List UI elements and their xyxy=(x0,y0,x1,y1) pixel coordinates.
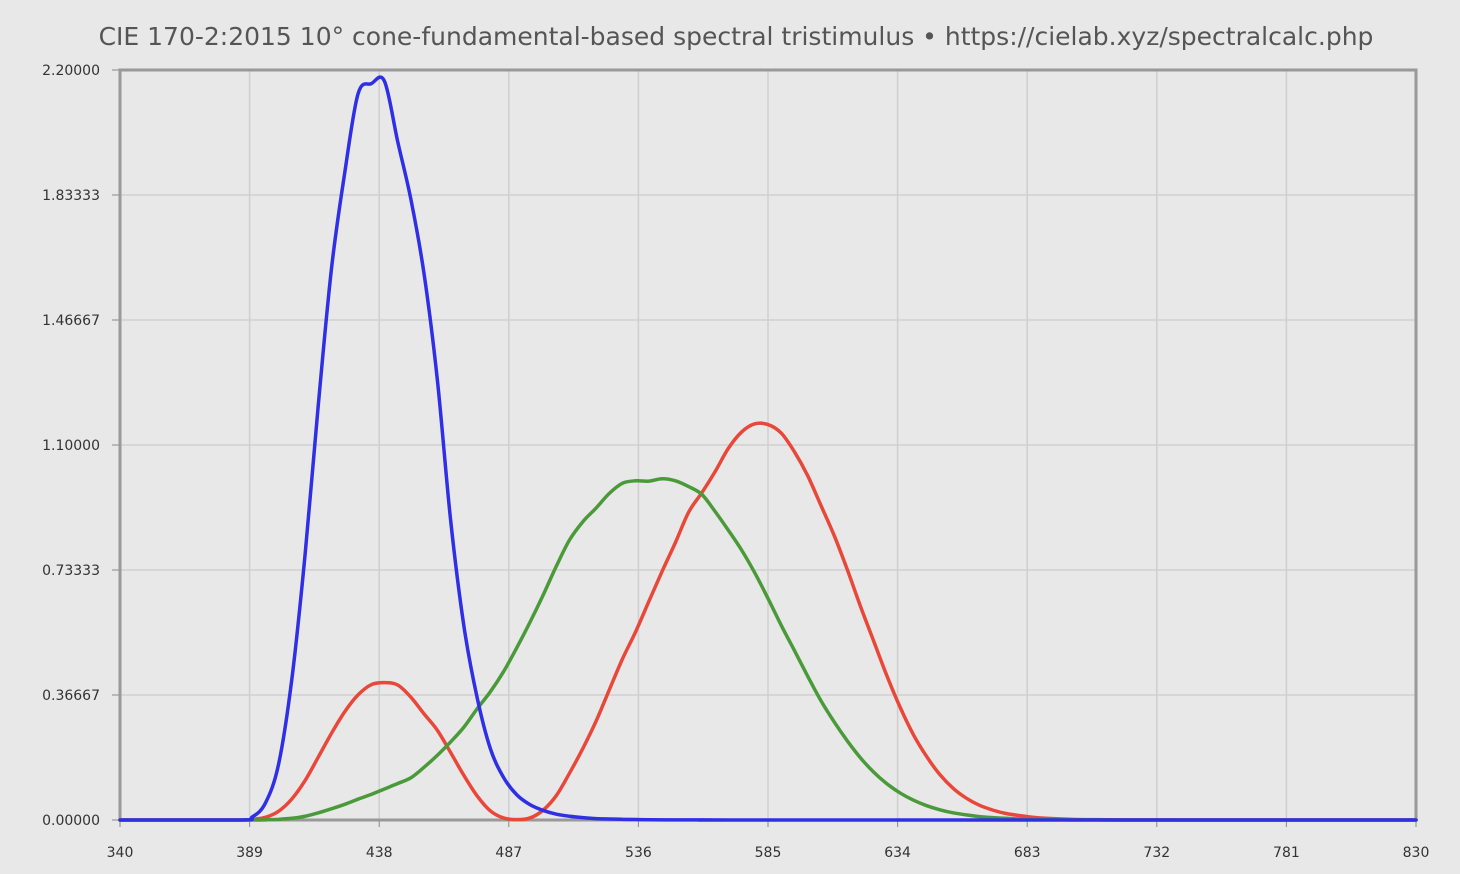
series-line-blue xyxy=(118,75,1418,822)
x-tick-label: 487 xyxy=(495,845,522,861)
y-tick-label: 1.10000 xyxy=(42,438,100,454)
series-line-red xyxy=(118,421,1418,822)
y-tick-label: 2.20000 xyxy=(42,63,100,79)
series-line-green xyxy=(118,476,1418,822)
chart-title: CIE 170-2:2015 10° cone-fundamental-base… xyxy=(98,22,1374,51)
y-tick-label: 0.73333 xyxy=(42,563,100,579)
x-tick-label: 585 xyxy=(755,845,782,861)
x-tick-label: 634 xyxy=(884,845,911,861)
x-tick-label: 781 xyxy=(1273,845,1300,861)
x-tick-label: 340 xyxy=(107,845,134,861)
y-tick-label: 0.00000 xyxy=(42,813,100,829)
y-tick-label: 1.46667 xyxy=(42,313,100,329)
x-tick-label: 683 xyxy=(1014,845,1041,861)
y-tick-label: 1.83333 xyxy=(42,188,100,204)
x-tick-label: 536 xyxy=(625,845,652,861)
y-tick-label: 0.36667 xyxy=(42,688,100,704)
x-tick-label: 732 xyxy=(1143,845,1170,861)
x-tick-label: 389 xyxy=(236,845,263,861)
x-tick-label: 438 xyxy=(366,845,393,861)
x-tick-label: 830 xyxy=(1403,845,1430,861)
